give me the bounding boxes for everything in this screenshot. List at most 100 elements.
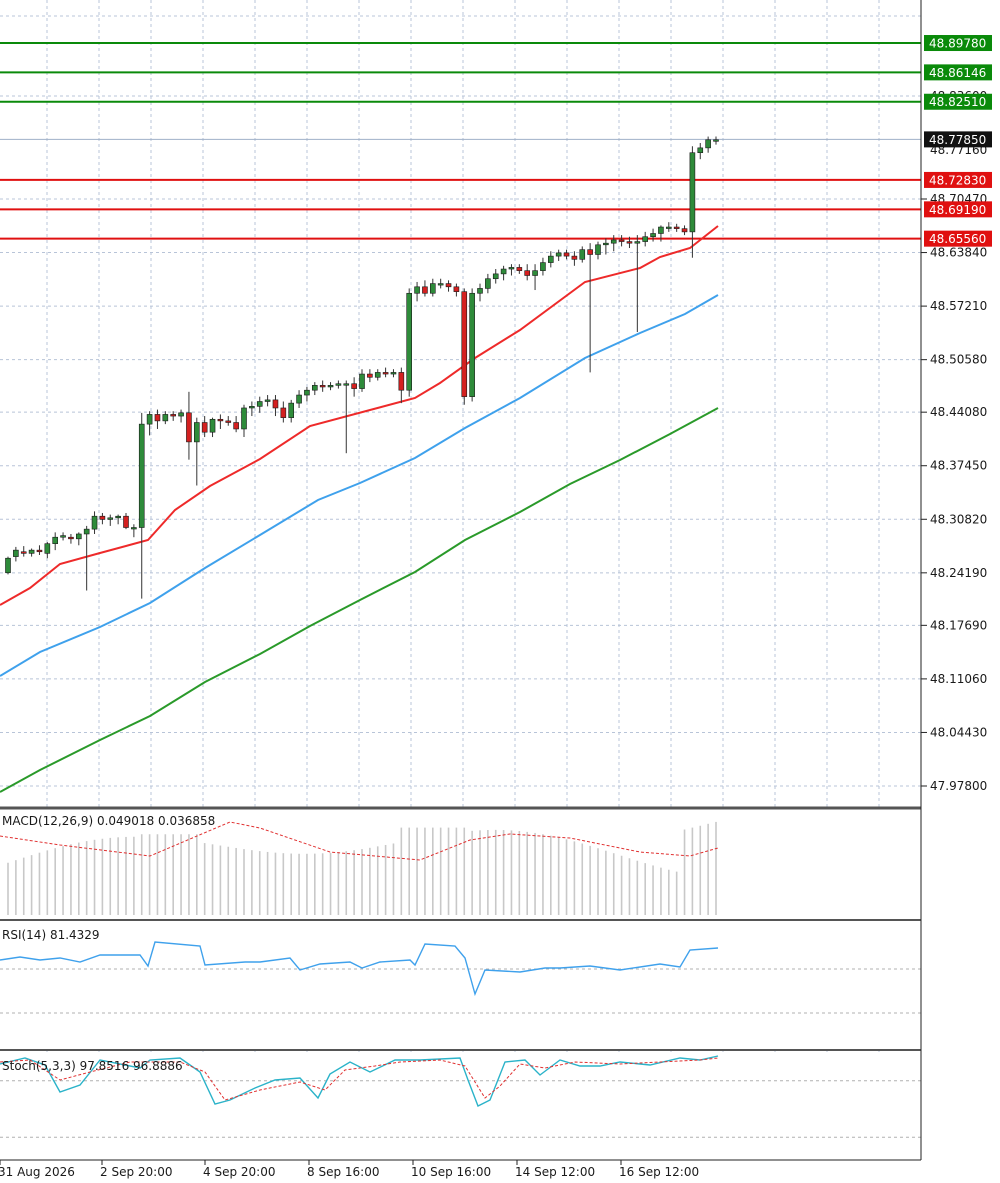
candle-body (288, 402, 295, 418)
resistance-tag-0-label: 48.89780 (929, 37, 986, 51)
candle-body (500, 268, 507, 275)
candle-body (673, 226, 680, 229)
candlesticks (5, 136, 719, 599)
time-tick-label: 10 Sep 16:00 (411, 1165, 491, 1179)
candle-body (359, 373, 365, 389)
time-tick-label: 4 Sep 20:00 (203, 1165, 275, 1179)
candle-body (429, 283, 436, 294)
candle-body (414, 286, 420, 294)
candle-body (445, 283, 452, 288)
resistance-tag-2-label: 48.82510 (929, 95, 986, 109)
candle-body (492, 273, 499, 280)
candle-body (272, 399, 279, 409)
candle-body (398, 372, 405, 391)
rsi-line (0, 941, 719, 997)
price-tick-label: 48.04430 (930, 725, 987, 739)
candle-body (563, 252, 570, 257)
resistance-tag-2-bg (924, 93, 992, 110)
candle-body (437, 283, 444, 286)
candle-body (390, 372, 397, 375)
candle-body (524, 270, 531, 276)
support-tag-2-bg (924, 230, 992, 247)
price-tick-label: 48.44080 (930, 405, 987, 419)
candle-body (382, 372, 389, 375)
candle-body (477, 288, 483, 294)
candle-body (603, 242, 609, 246)
candle-body (170, 414, 176, 417)
candle-body (13, 549, 19, 557)
candle-body (280, 407, 287, 418)
candle-body (83, 528, 90, 535)
price-tick-label: 48.24190 (930, 566, 987, 580)
candle-body (162, 414, 169, 422)
candle-body (508, 267, 515, 270)
candle-body (422, 286, 428, 294)
candle-body (36, 549, 43, 553)
resistance-tag-1-label: 48.86146 (929, 66, 986, 80)
candle-body (579, 249, 586, 260)
candle-body (264, 399, 271, 402)
candle-body (5, 557, 11, 574)
candle-body (146, 414, 153, 425)
price-tick-label: 48.57210 (930, 299, 987, 313)
candle-body (138, 423, 145, 528)
time-axis: 31 Aug 2026 2 Sep 20:00 4 Sep 20:00 8 Sep 1… (0, 1160, 699, 1179)
time-tick-label: 31 Aug 2026 (0, 1165, 75, 1179)
macd-bg (0, 810, 921, 920)
price-tick-label: 48.37450 (930, 459, 987, 473)
candle-body (131, 527, 137, 530)
candle-body (351, 383, 357, 389)
candle-body (311, 385, 318, 391)
current-price-tag-label: 48.77850 (929, 133, 986, 147)
candle-body (76, 533, 82, 540)
candle-body (469, 292, 475, 397)
macd-panel: MACD(12,26,9) 0.049018 0.0368580.0569610 (0, 810, 984, 920)
price-tick-label: 48.63840 (930, 246, 987, 260)
candle-body (540, 262, 546, 271)
ma-fast-line (0, 225, 719, 606)
candle-body (233, 422, 239, 430)
time-tick-label: 14 Sep 12:00 (515, 1165, 595, 1179)
moving-averages (0, 225, 719, 793)
resistance-tag-0-bg (924, 35, 992, 52)
candle-body (20, 551, 27, 554)
candle-body (178, 412, 184, 417)
stoch-bg (0, 1052, 921, 1160)
ma-slow-line (0, 407, 719, 793)
price-axis: 48.7047048.6384048.5721048.5058048.44080… (920, 0, 1000, 1183)
candle-body (532, 270, 538, 276)
candle-body (209, 418, 216, 433)
support-tag-0-bg (924, 171, 992, 188)
candle-body (28, 549, 35, 554)
macd-signal-line (0, 821, 719, 861)
candle-body (406, 292, 413, 391)
rsi-label: RSI(14) 81.4329 (2, 928, 100, 942)
candle-body (154, 414, 161, 422)
candle-body (241, 407, 247, 430)
candle-body (610, 239, 617, 244)
support-tag-0-label: 48.72830 (929, 173, 986, 187)
candle-body (367, 373, 373, 378)
candle-body (44, 543, 51, 554)
candle-body (618, 239, 625, 242)
candle-body (374, 372, 381, 378)
candle-body (60, 535, 66, 538)
candle-body (697, 147, 704, 154)
stoch-label: Stoch(5,3,3) 97.8516 96.8886 (2, 1059, 183, 1073)
candle-body (547, 255, 554, 263)
candle-body (319, 385, 326, 388)
candle-body (335, 383, 342, 386)
candle-body (304, 389, 310, 396)
stoch-panel: Stoch(5,3,3) 97.8516 96.888610080200 (0, 1052, 950, 1163)
candle-body (642, 236, 649, 242)
support-tag-1-label: 48.69190 (929, 203, 986, 217)
stoch-k-line (0, 1055, 719, 1107)
candle-body (107, 517, 114, 520)
candle-body (217, 418, 224, 422)
rsi-panel: RSI(14) 81.432910070300 (0, 922, 950, 1053)
candle-body (587, 249, 593, 255)
price-tick-label: 48.30820 (930, 512, 987, 526)
candle-body (681, 228, 688, 233)
candle-body (571, 255, 578, 260)
